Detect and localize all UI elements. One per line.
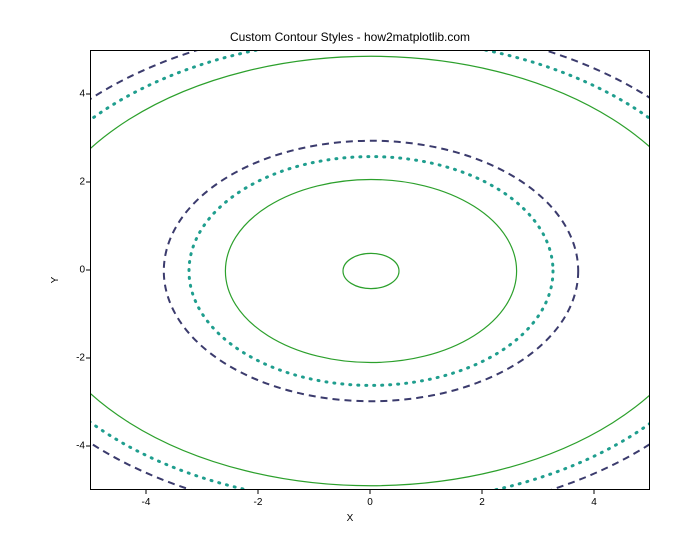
y-tick-label: -2 xyxy=(75,353,85,364)
x-tick-label: 4 xyxy=(591,497,597,508)
contour-line xyxy=(343,253,399,288)
y-tick-mark xyxy=(86,270,90,271)
contour-line xyxy=(225,179,516,362)
figure: Custom Contour Styles - how2matplotlib.c… xyxy=(0,0,700,560)
x-tick-mark xyxy=(146,490,147,494)
x-tick-label: 0 xyxy=(367,497,373,508)
plot-area xyxy=(90,50,650,490)
x-axis-label: X xyxy=(347,513,354,524)
x-tick-mark xyxy=(258,490,259,494)
x-tick-mark xyxy=(594,490,595,494)
chart-title: Custom Contour Styles - how2matplotlib.c… xyxy=(230,30,470,44)
x-tick-label: 2 xyxy=(479,497,485,508)
contour-svg xyxy=(91,51,649,489)
y-tick-label: 0 xyxy=(75,265,85,276)
contour-line xyxy=(189,157,553,386)
x-tick-label: -4 xyxy=(142,497,151,508)
y-axis-label: Y xyxy=(50,277,61,284)
x-tick-mark xyxy=(370,490,371,494)
y-tick-mark xyxy=(86,446,90,447)
contour-line xyxy=(91,56,649,485)
contour-line xyxy=(91,51,649,489)
y-tick-label: 2 xyxy=(75,177,85,188)
x-tick-mark xyxy=(482,490,483,494)
y-tick-label: 4 xyxy=(75,89,85,100)
x-tick-label: -2 xyxy=(254,497,263,508)
y-tick-label: -4 xyxy=(75,441,85,452)
y-tick-mark xyxy=(86,182,90,183)
y-tick-mark xyxy=(86,94,90,95)
y-tick-mark xyxy=(86,358,90,359)
contour-line xyxy=(91,51,649,489)
